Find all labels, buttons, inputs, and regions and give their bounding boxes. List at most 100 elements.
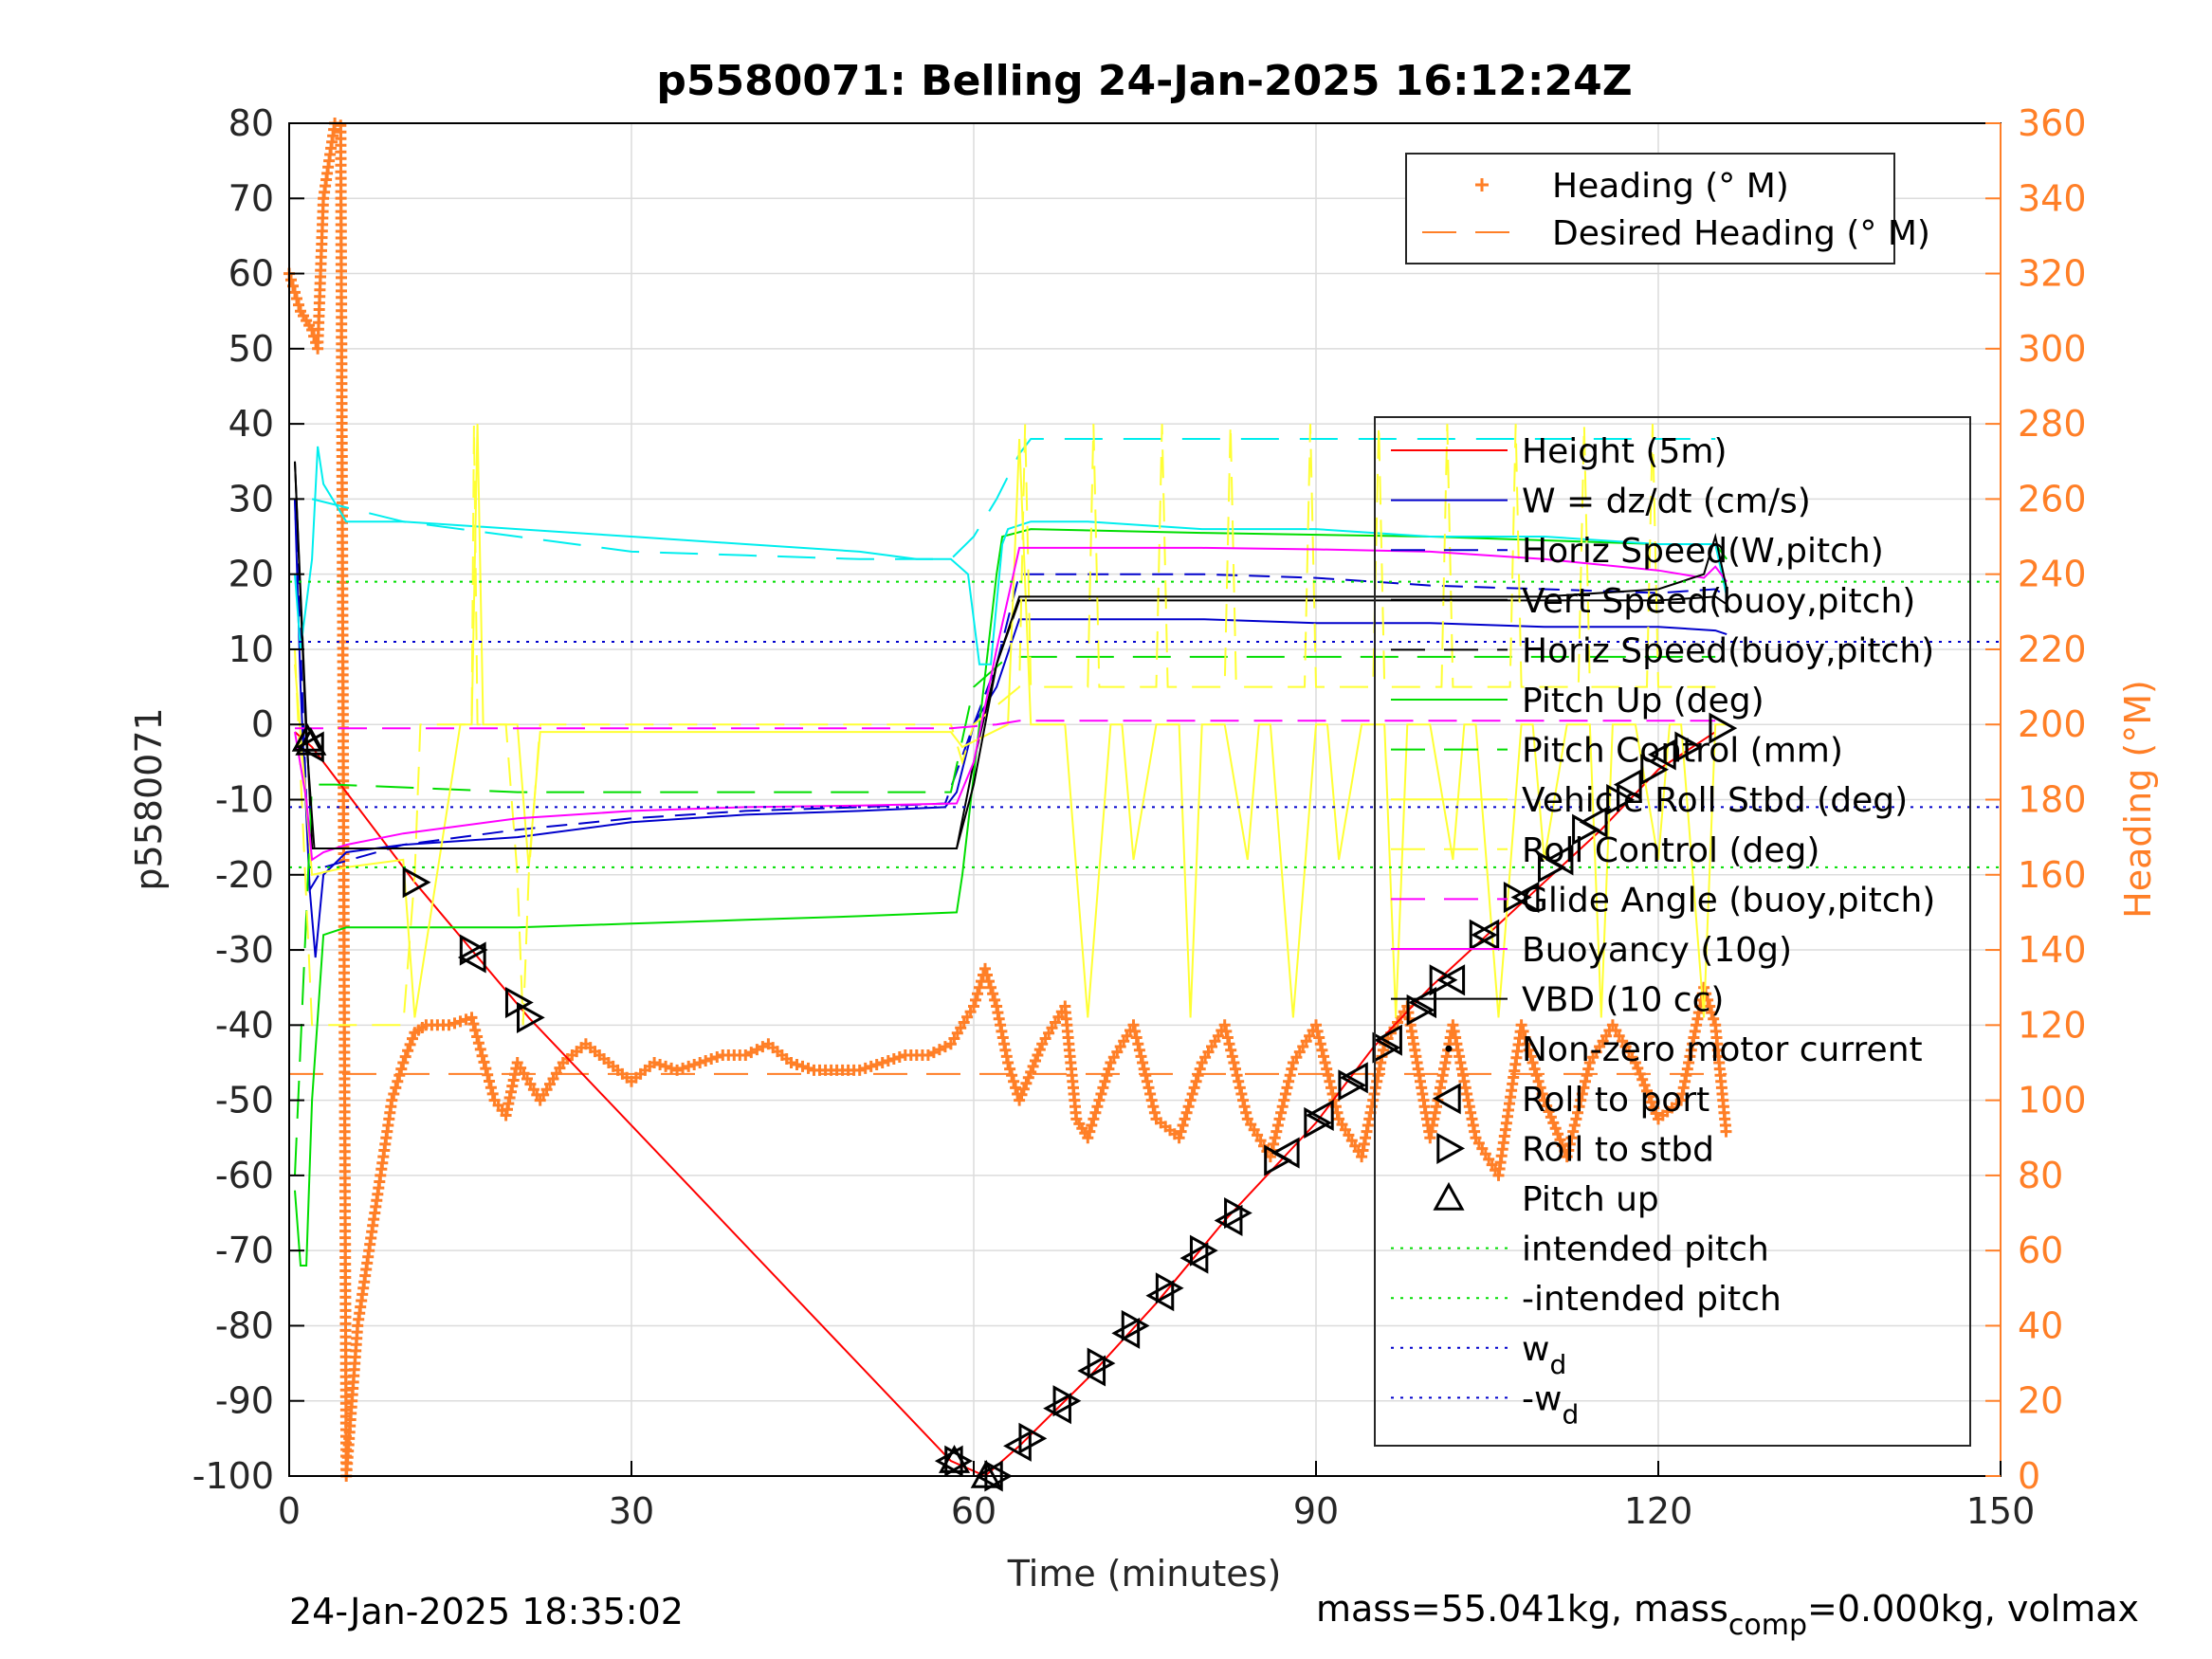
heading-point <box>987 988 999 1000</box>
x-tick-label-3: 90 <box>1293 1490 1339 1532</box>
legend-main-label-3: Vert Speed(buoy,pitch) <box>1522 582 1915 621</box>
heading-point <box>1271 1120 1284 1131</box>
heading-point <box>1650 1107 1662 1120</box>
heading-point <box>392 1075 404 1087</box>
roll-stbd-marker <box>1338 1069 1367 1102</box>
heading-point <box>853 1064 866 1076</box>
legend-main-label-18: wd <box>1522 1330 1566 1380</box>
heading-point <box>1278 1094 1290 1106</box>
x-tick-label-4: 120 <box>1624 1490 1693 1532</box>
heading-point <box>1552 1128 1564 1140</box>
series-line-10 <box>295 720 1716 730</box>
y-left-tick-label-16: -80 <box>215 1304 274 1346</box>
heading-point <box>882 1055 894 1066</box>
heading-point <box>1129 1025 1142 1037</box>
legend-main-label-2: Horiz Speed(W,pitch) <box>1522 532 1884 571</box>
heading-point <box>1517 1025 1529 1037</box>
heading-point <box>1006 1069 1018 1082</box>
heading-point <box>1286 1063 1298 1075</box>
heading-point <box>1143 1082 1155 1094</box>
footer-mass-sub: comp <box>1728 1609 1807 1642</box>
heading-point <box>1033 1044 1046 1056</box>
roll-port-marker <box>1340 1062 1368 1094</box>
roll-port-marker <box>1510 882 1540 914</box>
heading-point <box>1530 1069 1543 1082</box>
heading-point <box>1538 1094 1550 1106</box>
heading-point <box>1132 1038 1144 1050</box>
heading-point <box>1144 1088 1157 1100</box>
heading-point <box>467 1018 480 1030</box>
heading-point <box>1629 1057 1641 1068</box>
heading-point <box>1268 1138 1280 1150</box>
heading-point <box>1521 1038 1533 1050</box>
heading-point <box>1523 1044 1535 1056</box>
heading-point <box>1549 1122 1562 1135</box>
roll-port-marker <box>1214 1204 1243 1237</box>
heading-point <box>1519 1031 1531 1044</box>
heading-point <box>1127 1019 1140 1031</box>
heading-point <box>688 1059 701 1070</box>
heading-point <box>386 1094 398 1106</box>
heading-point <box>291 293 302 304</box>
heading-point <box>649 1057 661 1068</box>
y-right-tick-label-15: 60 <box>2018 1230 2063 1271</box>
roll-port-marker <box>934 1445 963 1477</box>
heading-point <box>1088 1113 1100 1125</box>
heading-point <box>478 1056 490 1068</box>
heading-point <box>460 1013 472 1026</box>
heading-point <box>1284 1069 1296 1082</box>
y-right-tick-label-4: 280 <box>2018 403 2087 445</box>
heading-point <box>474 1043 486 1055</box>
roll-port-marker <box>1145 1280 1175 1312</box>
heading-point <box>1186 1088 1198 1100</box>
legend-main-label-0: Height (5m) <box>1522 432 1728 471</box>
legend-main-swatch-14 <box>1436 1132 1466 1164</box>
y-left-tick-label-13: -50 <box>215 1080 274 1121</box>
heading-point <box>1708 1012 1720 1025</box>
heading-point <box>395 1063 408 1075</box>
series-line-12 <box>294 461 1728 849</box>
chart-title: p5580071: Belling 24-Jan-2025 16:12:24Z <box>656 57 1632 105</box>
footer-mass-post: =0.000kg, volmax <box>1807 1588 2139 1630</box>
heading-point <box>1141 1075 1153 1087</box>
legend-main-sub-19: d <box>1562 1398 1579 1430</box>
heading-point <box>1318 1050 1329 1063</box>
roll-stbd-marker <box>1537 851 1566 884</box>
heading-point <box>1321 1063 1333 1075</box>
heading-point <box>745 1047 758 1059</box>
y-left-tick-label-3: 50 <box>229 328 274 370</box>
y-left-tick-label-4: 40 <box>229 403 274 445</box>
heading-point <box>1580 1075 1591 1087</box>
heading-point <box>1237 1094 1249 1106</box>
roll-port-marker <box>295 731 324 763</box>
heading-point <box>1525 1050 1537 1063</box>
heading-point <box>1561 1151 1573 1163</box>
heading-point <box>683 1060 695 1072</box>
roll-port-marker <box>1436 964 1466 996</box>
y-left-tick-label-10: -20 <box>215 854 274 896</box>
heading-point <box>1004 1063 1016 1075</box>
roll-port-marker <box>1471 919 1500 951</box>
y-left-tick-label-0: 80 <box>229 102 274 144</box>
heading-point <box>1570 1113 1582 1125</box>
heading-point <box>1322 1069 1334 1082</box>
legend-main-label-11: VBD (10 cc) <box>1522 981 1724 1020</box>
legend-main-sub-18: d <box>1549 1349 1566 1380</box>
roll-stbd-marker <box>1674 731 1704 763</box>
heading-point <box>1175 1125 1187 1138</box>
footer-mass-pre: mass=55.041kg, mass <box>1316 1588 1728 1630</box>
roll-port-marker <box>1374 1024 1402 1056</box>
heading-point <box>796 1060 809 1072</box>
roll-stbd-marker <box>1224 1196 1252 1230</box>
legend-main-label-15: Pitch up <box>1522 1180 1659 1219</box>
heading-point <box>660 1060 672 1072</box>
y-left-tick-label-18: -100 <box>192 1455 274 1497</box>
heading-point <box>1014 1094 1026 1106</box>
heading-point <box>1271 1125 1283 1138</box>
footer-mass: mass=55.041kg, masscomp=0.000kg, volmax <box>1316 1588 2139 1642</box>
heading-point <box>876 1057 888 1068</box>
y-right-tick-label-10: 160 <box>2018 854 2087 896</box>
y-right-tick-label-8: 200 <box>2018 703 2087 745</box>
heading-point <box>289 286 301 299</box>
heading-point <box>1515 1019 1527 1031</box>
